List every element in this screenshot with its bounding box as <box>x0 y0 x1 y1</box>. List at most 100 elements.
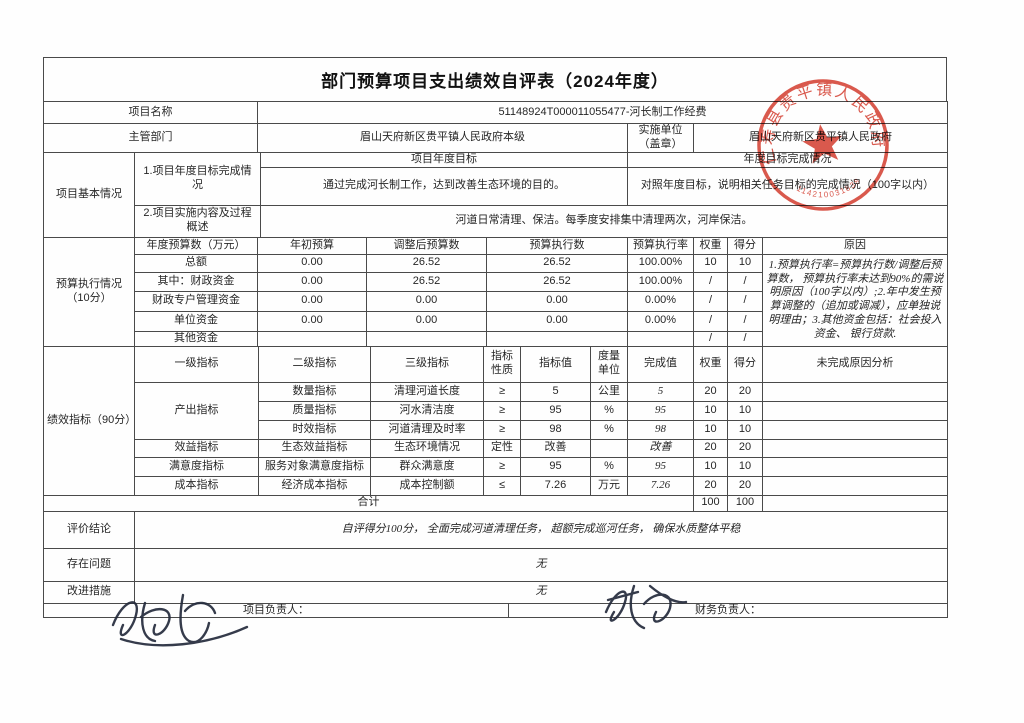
indicator-cell: 10 <box>693 456 728 477</box>
indicator-header: 三级指标 <box>370 345 484 383</box>
budget-cell <box>257 330 367 347</box>
indicator-done-value: 95 <box>627 456 694 477</box>
budget-cell: / <box>727 310 763 332</box>
indicator-cell: 河水清洁度 <box>370 400 484 421</box>
annual-goal-text: 通过完成河长制工作，达到改善生态环境的目的。 <box>260 166 628 206</box>
completion-header: 年度目标完成情况 <box>627 151 948 168</box>
budget-cell <box>486 330 628 347</box>
indicator-cell: ≥ <box>483 400 521 421</box>
project-name-label: 项目名称 <box>43 101 258 124</box>
budget-cell: 总额 <box>134 253 258 273</box>
basic-info-table: 项目基本情况 1.项目年度目标完成情况 项目年度目标 年度目标完成情况 通过完成… <box>43 151 948 238</box>
indicator-cell: 10 <box>693 400 728 421</box>
budget-header: 调整后预算数 <box>366 236 487 255</box>
basic-info-section-label: 项目基本情况 <box>43 151 135 238</box>
budget-cell: 10 <box>727 253 763 273</box>
indicator-cell: ≤ <box>483 475 521 496</box>
budget-cell <box>366 330 487 347</box>
budget-cell: / <box>727 271 763 292</box>
indicator-done-value: 5 <box>627 381 694 402</box>
budget-cell: 26.52 <box>486 271 628 292</box>
indicators-table: 绩效指标（90分） 一级指标 二级指标 三级指标 指标性质 指标值 度量单位 完… <box>43 345 948 512</box>
budget-cell: 0.00% <box>627 310 694 332</box>
indicator-header: 得分 <box>727 345 763 383</box>
improvements-text: 无 <box>134 580 948 604</box>
indicators-total-label: 合计 <box>43 494 694 512</box>
indicator-cell: 群众满意度 <box>370 456 484 477</box>
implementation-text: 河道日常清理、保洁。每季度安排集中清理两次，河岸保洁。 <box>260 204 948 238</box>
indicator-done-value: 7.26 <box>627 475 694 496</box>
indicator-cell: % <box>590 456 628 477</box>
budget-cell: / <box>727 290 763 312</box>
indicator-cell: 产出指标 <box>134 381 259 440</box>
indicator-cell: 10 <box>727 400 763 421</box>
indicator-cell: 10 <box>693 419 728 440</box>
project-manager-label: 项目负责人： <box>43 602 509 618</box>
indicator-cell <box>762 475 948 496</box>
indicator-cell: 满意度指标 <box>134 456 259 477</box>
budget-cell: 单位资金 <box>134 310 258 332</box>
form-sheet: 部门预算项目支出绩效自评表（2024年度） 项目名称 51148924T0000… <box>43 57 948 618</box>
indicator-cell <box>762 381 948 402</box>
conclusion-text: 自评得分100分， 全面完成河道清理任务， 超额完成巡河任务， 确保水质整体平稳 <box>134 510 948 549</box>
budget-cell: / <box>727 330 763 347</box>
impl-unit-value: 眉山天府新区贵平镇人民政府 <box>693 123 948 153</box>
budget-cell: 0.00 <box>366 290 487 312</box>
indicators-section-label: 绩效指标（90分） <box>43 345 135 496</box>
indicator-cell: 20 <box>693 438 728 458</box>
budget-cell: 10 <box>693 253 728 273</box>
indicators-total-score: 100 <box>727 494 763 512</box>
indicator-cell: 经济成本指标 <box>258 475 371 496</box>
indicator-cell <box>762 438 948 458</box>
department-label: 主管部门 <box>43 123 258 153</box>
indicator-cell: % <box>590 419 628 440</box>
improvements-label: 改进措施 <box>43 580 135 604</box>
budget-section-label: 预算执行情况（10分） <box>43 236 135 347</box>
indicator-cell: 生态环境情况 <box>370 438 484 458</box>
indicator-cell: 定性 <box>483 438 521 458</box>
form-title: 部门预算项目支出绩效自评表（2024年度） <box>43 57 947 102</box>
budget-cell: 0.00 <box>486 310 628 332</box>
indicator-cell <box>762 419 948 440</box>
budget-cell: 0.00 <box>366 310 487 332</box>
budget-cell: 0.00 <box>257 253 367 273</box>
indicator-cell: 生态效益指标 <box>258 438 371 458</box>
department-value: 眉山天府新区贵平镇人民政府本级 <box>257 123 628 153</box>
indicator-cell: 20 <box>727 475 763 496</box>
indicator-cell: 服务对象满意度指标 <box>258 456 371 477</box>
indicator-header: 二级指标 <box>258 345 371 383</box>
indicator-cell: 20 <box>727 381 763 402</box>
budget-header: 年度预算数（万元） <box>134 236 258 255</box>
budget-table: 预算执行情况（10分） 年度预算数（万元） 年初预算 调整后预算数 预算执行数 … <box>43 236 948 347</box>
indicator-cell: % <box>590 400 628 421</box>
indicators-total-analysis <box>762 494 948 512</box>
indicator-cell: 98 <box>520 419 591 440</box>
indicator-cell: 20 <box>693 381 728 402</box>
budget-cell: 26.52 <box>366 253 487 273</box>
indicator-cell: ≥ <box>483 381 521 402</box>
indicator-cell: 95 <box>520 400 591 421</box>
annual-goal-row-label: 1.项目年度目标完成情况 <box>134 151 261 206</box>
problems-label: 存在问题 <box>43 547 135 582</box>
indicator-cell <box>762 456 948 477</box>
indicator-header: 一级指标 <box>134 345 259 383</box>
impl-unit-label: 实施单位 （盖章） <box>627 123 694 153</box>
indicator-header: 指标值 <box>520 345 591 383</box>
budget-header: 得分 <box>727 236 763 255</box>
budget-cell: 0.00 <box>257 271 367 292</box>
budget-header: 权重 <box>693 236 728 255</box>
indicator-cell: 万元 <box>590 475 628 496</box>
indicator-cell: ≥ <box>483 456 521 477</box>
budget-cell: 0.00% <box>627 290 694 312</box>
problems-text: 无 <box>134 547 948 582</box>
indicator-cell: 10 <box>727 419 763 440</box>
indicator-cell: 效益指标 <box>134 438 259 458</box>
indicator-cell <box>762 400 948 421</box>
budget-cell: 财政专户管理资金 <box>134 290 258 312</box>
indicator-cell: 改善 <box>520 438 591 458</box>
budget-cell <box>627 330 694 347</box>
budget-cell: / <box>693 310 728 332</box>
signature-table: 项目负责人： 财务负责人： <box>43 602 948 618</box>
project-name-value: 51148924T000011055477-河长制工作经费 <box>257 101 948 124</box>
indicator-cell: 成本指标 <box>134 475 259 496</box>
